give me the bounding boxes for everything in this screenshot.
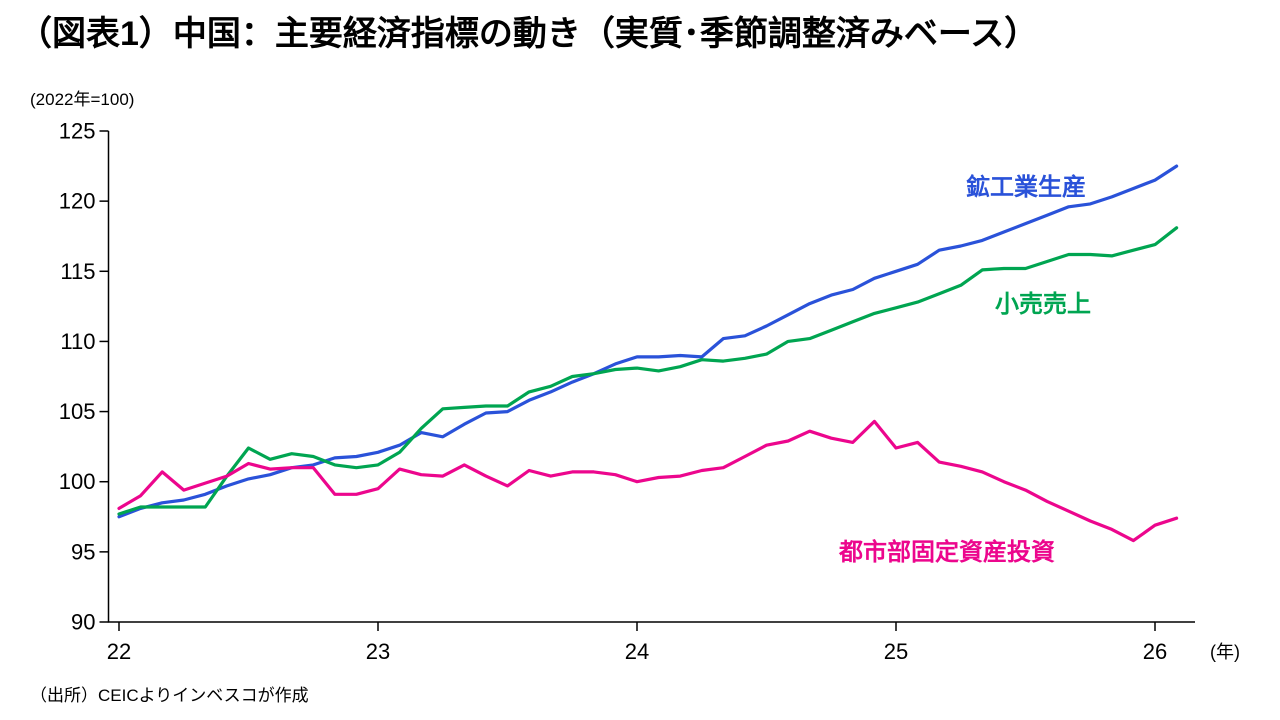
y-axis-tick-label: 125 [59, 119, 96, 144]
series-line-1 [117, 226, 1179, 516]
series-label-industrial-production: 鉱工業生産 [966, 174, 1086, 201]
y-axis-tick-label: 115 [60, 259, 95, 284]
x-axis-tick-label: 26 [1143, 639, 1167, 664]
x-axis-tick-label: 25 [884, 639, 908, 664]
index-base-note: (2022年=100) [30, 90, 135, 109]
x-axis-tick-label: 23 [366, 639, 390, 664]
figure-title: （図表1）中国：主要経済指標の動き（実質･季節調整済みベース） [18, 15, 1039, 53]
series-label-retail-sales: 小売売上 [995, 291, 1091, 318]
x-axis-unit-label: (年) [1210, 642, 1240, 662]
x-axis-tick-label: 24 [625, 639, 649, 664]
y-axis-tick-label: 100 [59, 469, 96, 494]
series-label-urban-fixed-asset-investment: 都市部固定資産投資 [839, 539, 1055, 566]
y-axis-tick-label: 90 [71, 610, 95, 635]
x-axis-tick-label: 22 [107, 639, 131, 664]
source-note: （出所）CEICよりインベスコが作成 [30, 686, 309, 705]
y-axis-tick-label: 120 [59, 189, 96, 214]
y-axis-tick-label: 110 [60, 329, 95, 354]
y-axis-tick-label: 105 [59, 399, 96, 424]
series-line-2 [117, 419, 1179, 543]
series-line-0 [117, 164, 1179, 519]
y-axis-tick-label: 95 [71, 539, 95, 564]
